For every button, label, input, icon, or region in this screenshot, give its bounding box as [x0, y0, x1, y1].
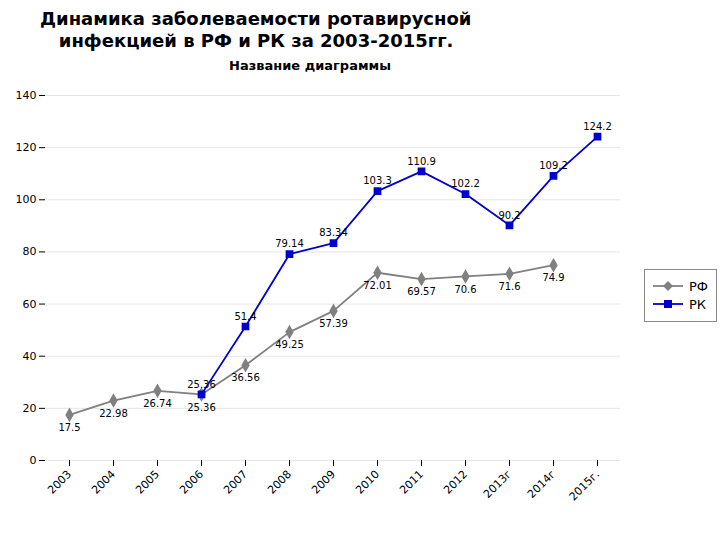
- svg-text:2013г: 2013г: [481, 468, 514, 501]
- svg-text:120: 120: [16, 141, 37, 154]
- svg-text:90.2: 90.2: [498, 210, 520, 221]
- html-text:Название диаграммы: Название диаграммы: [229, 58, 391, 73]
- svg-text:69.57: 69.57: [407, 286, 436, 297]
- svg-text:140: 140: [16, 89, 37, 102]
- svg-text:2014г: 2014г: [525, 468, 558, 501]
- html-text:РК: РК: [689, 296, 707, 312]
- svg-text:124.2: 124.2: [583, 121, 612, 132]
- svg-text:70.6: 70.6: [454, 284, 476, 295]
- svg-text:22.98: 22.98: [99, 408, 128, 419]
- html-text:РФ: РФ: [689, 278, 708, 294]
- svg-text:49.25: 49.25: [275, 339, 304, 350]
- svg-text:79.14: 79.14: [275, 238, 304, 249]
- svg-text:36.56: 36.56: [231, 372, 260, 383]
- svg-text:2012: 2012: [441, 468, 470, 497]
- svg-text:2008: 2008: [265, 468, 294, 497]
- svg-text:0: 0: [30, 454, 37, 467]
- svg-text:25.36: 25.36: [187, 379, 216, 390]
- svg-text:25.36: 25.36: [187, 402, 216, 413]
- svg-text:83.34: 83.34: [319, 227, 348, 238]
- svg-text:80: 80: [23, 245, 37, 258]
- svg-text:2011: 2011: [397, 468, 426, 497]
- svg-text:2009: 2009: [309, 468, 338, 497]
- svg-text:2005: 2005: [133, 468, 162, 497]
- svg-text:2003: 2003: [45, 468, 74, 497]
- svg-text:2015г.: 2015г.: [567, 468, 603, 504]
- html-text:Динамика заболеваемости ротави: Динамика заболеваемости ротавирусной инф…: [40, 8, 472, 51]
- svg-text:2007: 2007: [221, 468, 250, 497]
- svg-text:26.74: 26.74: [143, 398, 172, 409]
- svg-text:2010: 2010: [353, 468, 382, 497]
- svg-text:57.39: 57.39: [319, 318, 348, 329]
- svg-text:110.9: 110.9: [407, 156, 436, 167]
- svg-text:102.2: 102.2: [451, 178, 480, 189]
- svg-text:2004: 2004: [89, 468, 118, 497]
- svg-text:100: 100: [16, 193, 37, 206]
- svg-text:74.9: 74.9: [542, 272, 564, 283]
- svg-text:60: 60: [23, 298, 37, 311]
- svg-text:103.3: 103.3: [363, 175, 392, 186]
- svg-text:40: 40: [23, 350, 37, 363]
- svg-text:71.6: 71.6: [498, 281, 520, 292]
- svg-text:2006: 2006: [177, 468, 206, 497]
- svg-text:51.4: 51.4: [234, 311, 256, 322]
- svg-text:72.01: 72.01: [363, 280, 392, 291]
- svg-text:20: 20: [23, 402, 37, 415]
- svg-text:17.5: 17.5: [58, 422, 80, 433]
- svg-text:109.2: 109.2: [539, 160, 568, 171]
